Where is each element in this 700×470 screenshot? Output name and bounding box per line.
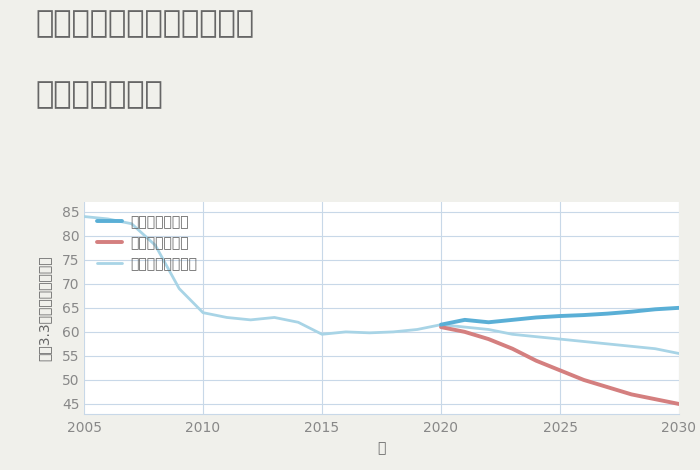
ノーマルシナリオ bbox=[389, 329, 398, 335]
Legend: グッドシナリオ, バッドシナリオ, ノーマルシナリオ: グッドシナリオ, バッドシナリオ, ノーマルシナリオ bbox=[97, 215, 197, 271]
グッドシナリオ bbox=[532, 314, 540, 320]
ノーマルシナリオ bbox=[127, 221, 136, 227]
グッドシナリオ bbox=[603, 311, 612, 316]
Line: グッドシナリオ: グッドシナリオ bbox=[441, 308, 679, 325]
ノーマルシナリオ bbox=[270, 314, 279, 320]
バッドシナリオ bbox=[484, 336, 493, 342]
ノーマルシナリオ bbox=[342, 329, 350, 335]
Line: ノーマルシナリオ: ノーマルシナリオ bbox=[84, 217, 679, 353]
ノーマルシナリオ bbox=[151, 243, 160, 248]
ノーマルシナリオ bbox=[603, 341, 612, 347]
バッドシナリオ bbox=[461, 329, 469, 335]
ノーマルシナリオ bbox=[675, 351, 683, 356]
バッドシナリオ bbox=[627, 392, 636, 397]
バッドシナリオ bbox=[556, 368, 564, 373]
グッドシナリオ bbox=[484, 320, 493, 325]
グッドシナリオ bbox=[627, 309, 636, 314]
ノーマルシナリオ bbox=[365, 330, 374, 336]
ノーマルシナリオ bbox=[246, 317, 255, 323]
ノーマルシナリオ bbox=[413, 327, 421, 332]
Text: 奈良県奈良市三条添川町の: 奈良県奈良市三条添川町の bbox=[35, 9, 254, 39]
ノーマルシナリオ bbox=[175, 286, 183, 291]
グッドシナリオ bbox=[437, 322, 445, 328]
ノーマルシナリオ bbox=[104, 216, 112, 222]
ノーマルシナリオ bbox=[80, 214, 88, 219]
グッドシナリオ bbox=[461, 317, 469, 323]
グッドシナリオ bbox=[556, 313, 564, 319]
バッドシナリオ bbox=[580, 377, 588, 383]
グッドシナリオ bbox=[651, 306, 659, 312]
バッドシナリオ bbox=[603, 384, 612, 390]
バッドシナリオ bbox=[675, 401, 683, 407]
ノーマルシナリオ bbox=[627, 344, 636, 349]
バッドシナリオ bbox=[508, 346, 517, 352]
バッドシナリオ bbox=[437, 324, 445, 330]
ノーマルシナリオ bbox=[580, 339, 588, 345]
ノーマルシナリオ bbox=[508, 331, 517, 337]
ノーマルシナリオ bbox=[532, 334, 540, 339]
ノーマルシナリオ bbox=[223, 314, 231, 320]
ノーマルシナリオ bbox=[294, 320, 302, 325]
バッドシナリオ bbox=[532, 358, 540, 364]
ノーマルシナリオ bbox=[318, 331, 326, 337]
ノーマルシナリオ bbox=[556, 336, 564, 342]
Text: 土地の価格推移: 土地の価格推移 bbox=[35, 80, 162, 109]
ノーマルシナリオ bbox=[437, 322, 445, 328]
X-axis label: 年: 年 bbox=[377, 441, 386, 455]
ノーマルシナリオ bbox=[484, 327, 493, 332]
グッドシナリオ bbox=[580, 312, 588, 318]
ノーマルシナリオ bbox=[461, 324, 469, 330]
ノーマルシナリオ bbox=[651, 346, 659, 352]
グッドシナリオ bbox=[675, 305, 683, 311]
バッドシナリオ bbox=[651, 396, 659, 402]
Y-axis label: 坪（3.3㎡）単価（万円）: 坪（3.3㎡）単価（万円） bbox=[37, 255, 51, 360]
ノーマルシナリオ bbox=[199, 310, 207, 315]
Line: バッドシナリオ: バッドシナリオ bbox=[441, 327, 679, 404]
グッドシナリオ bbox=[508, 317, 517, 323]
